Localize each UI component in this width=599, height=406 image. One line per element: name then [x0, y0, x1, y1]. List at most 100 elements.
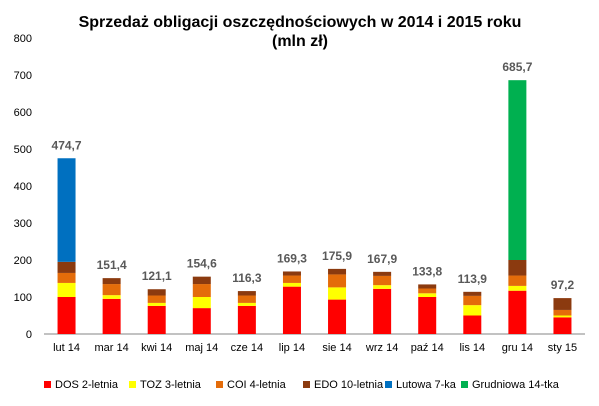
bar-segment: [192, 284, 211, 297]
total-label: 113,9: [458, 272, 488, 286]
total-label: 175,9: [322, 249, 352, 263]
bar-segment: [147, 295, 166, 303]
total-label: 474,7: [52, 138, 82, 152]
bar-segment: [102, 278, 121, 285]
x-axis-ticks: lut 14 mar 14 kwi 14 maj 14 cze 14 lip 14 sie …: [53, 342, 577, 354]
bar-segment: [282, 286, 301, 334]
bar-segment: [508, 285, 527, 291]
x-tick-label: lis 14: [459, 342, 485, 354]
x-tick-label: kwi 14: [141, 342, 172, 354]
bar-segment: [508, 80, 527, 261]
bar-segment: [237, 302, 256, 306]
bar-segment: [418, 288, 437, 294]
bar-segment: [463, 291, 482, 296]
legend-label: Lutowa 7-ka: [396, 379, 457, 391]
legend-swatch: [461, 381, 468, 388]
y-tick-label: 500: [14, 144, 32, 156]
bar-segment: [463, 315, 482, 334]
bar-segment: [57, 272, 76, 283]
x-tick-label: sty 15: [548, 342, 577, 354]
legend: DOS 2-letnia TOZ 3-letnia COI 4-letnia EDO …: [44, 379, 560, 391]
bar-segment: [553, 309, 572, 316]
bars-group: [57, 80, 572, 334]
chart-subtitle: (mln zł): [272, 33, 328, 50]
legend-swatch: [303, 381, 310, 388]
bar-segment: [328, 268, 347, 275]
bar-segment: [508, 260, 527, 276]
legend-label: Grudniowa 14-tka: [472, 379, 560, 391]
x-tick-label: mar 14: [95, 342, 129, 354]
bar-segment: [553, 298, 572, 310]
bar-segment: [147, 289, 166, 296]
legend-label: COI 4-letnia: [227, 379, 287, 391]
bar-segment: [102, 284, 121, 296]
y-tick-label: 400: [14, 181, 32, 193]
total-label: 169,3: [277, 251, 307, 265]
bar-segment: [463, 295, 482, 306]
x-tick-label: lip 14: [279, 342, 305, 354]
legend-swatch: [216, 381, 223, 388]
total-label: 167,9: [367, 252, 397, 266]
y-tick-label: 800: [14, 33, 32, 45]
bar-segment: [463, 305, 482, 316]
bar-segment: [57, 261, 76, 273]
bar-segment: [57, 282, 76, 297]
bar-segment: [508, 290, 527, 334]
legend-swatch: [385, 381, 392, 388]
bar-segment: [192, 276, 211, 285]
bar-segment: [282, 282, 301, 287]
bar-segment: [328, 299, 347, 334]
x-tick-label: lut 14: [53, 342, 80, 354]
bar-segment: [373, 275, 392, 286]
chart-title: Sprzedaż obligacji oszczędnościowych w 2…: [79, 14, 522, 31]
y-tick-label: 200: [14, 255, 32, 267]
x-tick-label: gru 14: [502, 342, 533, 354]
bar-segment: [328, 274, 347, 288]
y-tick-label: 300: [14, 218, 32, 230]
bar-segment: [192, 297, 211, 309]
data-labels-group: 474,7 151,4 121,1 154,6 116,3 169,3 175,9 167,9…: [52, 60, 575, 292]
bar-segment: [553, 315, 572, 318]
bar-segment: [237, 295, 256, 303]
y-tick-label: 0: [26, 329, 32, 341]
total-label: 685,7: [502, 60, 532, 74]
x-tick-label: maj 14: [185, 342, 218, 354]
y-tick-label: 100: [14, 292, 32, 304]
total-label: 121,1: [142, 269, 172, 283]
bar-segment: [102, 298, 121, 334]
bar-segment: [418, 293, 437, 297]
x-tick-label: cze 14: [231, 342, 263, 354]
y-tick-label: 700: [14, 70, 32, 82]
y-axis-ticks: 0 100 200 300 400 500 600 700 800: [14, 33, 32, 341]
x-tick-label: wrz 14: [365, 342, 398, 354]
legend-swatch: [44, 381, 51, 388]
total-label: 116,3: [232, 271, 262, 285]
bar-segment: [418, 297, 437, 334]
bar-segment: [102, 295, 121, 299]
bar-segment: [508, 275, 527, 286]
bar-segment: [57, 297, 76, 334]
bar-segment: [237, 305, 256, 334]
legend-label: EDO 10-letnia: [314, 379, 384, 391]
bar-segment: [282, 271, 301, 276]
bar-segment: [373, 285, 392, 289]
bar-segment: [373, 288, 392, 334]
bar-segment: [553, 317, 572, 334]
bar-segment: [57, 158, 76, 262]
total-label: 154,6: [187, 257, 217, 271]
bar-segment: [147, 302, 166, 306]
legend-label: TOZ 3-letnia: [140, 379, 202, 391]
bar-segment: [373, 271, 392, 276]
bar-segment: [147, 305, 166, 334]
bar-segment: [192, 308, 211, 334]
x-tick-label: paź 14: [411, 342, 444, 354]
bar-segment: [418, 284, 437, 289]
bar-segment: [282, 275, 301, 283]
total-label: 133,8: [412, 264, 442, 278]
y-tick-label: 600: [14, 107, 32, 119]
total-label: 97,2: [551, 278, 575, 292]
legend-swatch: [129, 381, 136, 388]
total-label: 151,4: [97, 258, 127, 272]
